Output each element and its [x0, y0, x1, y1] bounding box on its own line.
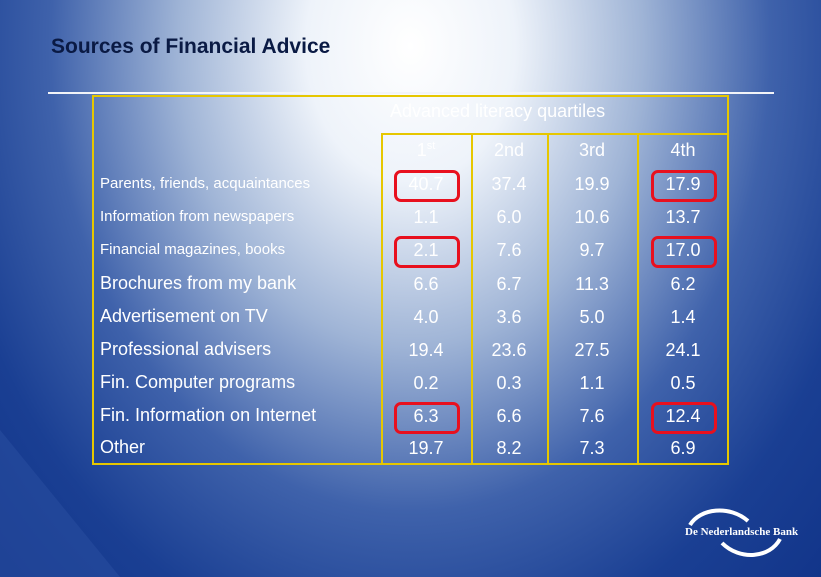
highlight-box: [651, 170, 717, 202]
slide-title: Sources of Financial Advice: [51, 35, 331, 58]
row-label: Other: [100, 437, 146, 457]
table-cell: 4.0: [413, 307, 439, 327]
table-cell: 6.2: [670, 274, 696, 294]
table-cell: 5.0: [579, 307, 605, 327]
table-cell: 7.6: [496, 240, 522, 260]
table-cell: 12.4: [665, 406, 701, 426]
table-cell: 1.1: [579, 373, 605, 393]
highlight-box: [651, 236, 717, 268]
table-cell: 19.7: [408, 438, 444, 458]
table-cell: 17.9: [665, 174, 701, 194]
title-divider: [48, 92, 774, 94]
row-label: Fin. Computer programs: [100, 372, 296, 392]
table-cell: 19.4: [408, 340, 444, 360]
dnb-logo: [688, 508, 782, 557]
table-cell: 8.2: [496, 438, 522, 458]
column-header: 2nd: [493, 140, 525, 160]
table-cell: 24.1: [665, 340, 701, 360]
table-cell: 10.6: [574, 207, 610, 227]
table-cell: 0.3: [496, 373, 522, 393]
table-cell: 3.6: [496, 307, 522, 327]
table-cell: 6.0: [496, 207, 522, 227]
row-label: Professional advisers: [100, 339, 272, 359]
data-table: [92, 95, 729, 465]
table-cell: 40.7: [408, 174, 444, 194]
column-divider: [547, 133, 549, 465]
row-label: Fin. Information on Internet: [100, 405, 317, 425]
table-cell: 6.7: [496, 274, 522, 294]
column-header: 3rd: [578, 140, 605, 160]
column-divider: [471, 133, 473, 465]
highlight-box: [394, 236, 460, 268]
logo-text: De Nederlandsche Bank: [685, 526, 799, 538]
column-header: 4th: [670, 140, 696, 160]
table-cell: 19.9: [574, 174, 610, 194]
table-cell: 27.5: [574, 340, 610, 360]
table-cell: 6.6: [413, 274, 439, 294]
table-cell: 37.4: [491, 174, 527, 194]
table-cell: 1.1: [413, 207, 439, 227]
column-divider: [381, 133, 383, 465]
row-label: Information from newspapers: [100, 208, 295, 225]
highlight-box: [394, 170, 460, 202]
table-cell: 9.7: [579, 240, 605, 260]
table-cell: 13.7: [665, 207, 701, 227]
header-divider: [381, 133, 729, 135]
table-cell: 7.6: [579, 406, 605, 426]
table-cell: 17.0: [665, 240, 701, 260]
row-label: Brochures from my bank: [100, 273, 297, 293]
ordinal-suffix: st: [426, 140, 436, 152]
column-divider: [637, 133, 639, 465]
table-cell: 6.6: [496, 406, 522, 426]
table-cell: 7.3: [579, 438, 605, 458]
highlight-box: [651, 402, 717, 434]
table-cell: 2.1: [413, 240, 439, 260]
row-label: Financial magazines, books: [100, 241, 286, 258]
highlight-box: [394, 402, 460, 434]
table-cell: 6.3: [413, 406, 439, 426]
column-header: 1st: [416, 140, 436, 160]
table-cell: 11.3: [575, 274, 609, 294]
table-group-header: Advanced literacy quartiles: [390, 101, 606, 121]
table-cell: 0.5: [670, 373, 696, 393]
table-cell: 0.2: [413, 373, 439, 393]
row-label: Advertisement on TV: [100, 306, 268, 326]
decorative-corner-shape: [0, 430, 120, 577]
row-label: Parents, friends, acquaintances: [100, 175, 311, 192]
table-cell: 23.6: [491, 340, 527, 360]
table-cell: 6.9: [670, 438, 696, 458]
table-cell: 1.4: [670, 307, 696, 327]
